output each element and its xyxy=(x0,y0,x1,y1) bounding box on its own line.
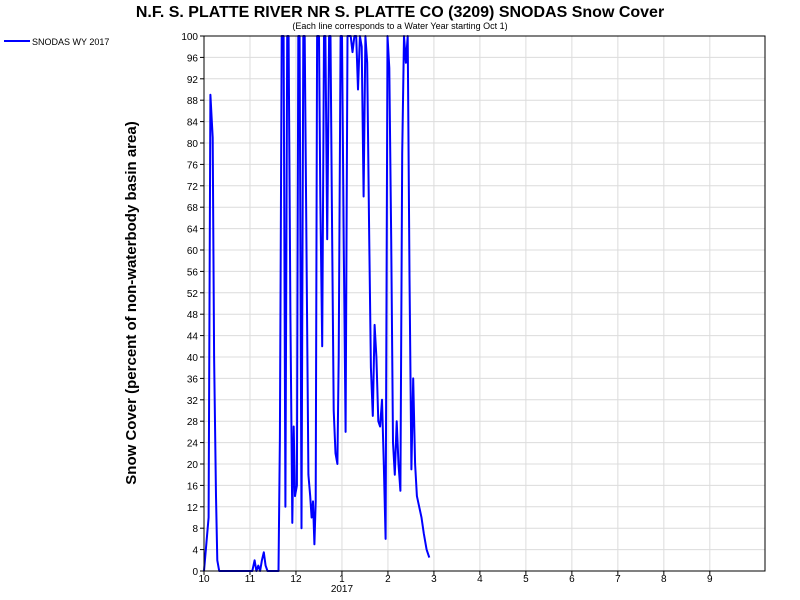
chart-title: N.F. S. PLATTE RIVER NR S. PLATTE CO (32… xyxy=(136,4,664,21)
x-tick-year-label: 2017 xyxy=(331,584,354,595)
x-tick-label: 11 xyxy=(245,574,256,585)
y-tick-label: 92 xyxy=(187,75,199,86)
y-tick-label: 24 xyxy=(187,439,199,450)
y-axis-label: Snow Cover (percent of non-waterbody bas… xyxy=(123,121,140,484)
chart-subtitle: (Each line corresponds to a Water Year s… xyxy=(292,21,507,31)
x-tick-label: 4 xyxy=(477,574,483,585)
y-tick-label: 40 xyxy=(187,353,199,364)
x-tick-label: 1 xyxy=(339,574,345,585)
y-tick-label: 88 xyxy=(187,96,199,107)
x-tick-label: 10 xyxy=(198,574,210,585)
x-tick-label: 2 xyxy=(385,574,391,585)
y-tick-label: 76 xyxy=(187,160,199,171)
y-tick-label: 0 xyxy=(192,567,198,578)
legend-label-snodas-wy-2017: SNODAS WY 2017 xyxy=(32,37,109,47)
y-tick-label: 100 xyxy=(181,32,198,43)
y-tick-label: 96 xyxy=(187,53,199,64)
y-tick-label: 84 xyxy=(187,118,199,129)
y-tick-label: 48 xyxy=(187,310,199,321)
y-tick-label: 12 xyxy=(187,503,199,514)
y-tick-label: 64 xyxy=(187,225,199,236)
y-tick-label: 52 xyxy=(187,289,199,300)
x-tick-label: 3 xyxy=(431,574,437,585)
x-tick-label: 7 xyxy=(615,574,621,585)
y-tick-label: 32 xyxy=(187,396,199,407)
y-axis-ticks: 0481216202428323640444852566064687276808… xyxy=(181,32,204,578)
y-tick-label: 44 xyxy=(187,332,199,343)
x-tick-label: 12 xyxy=(290,574,302,585)
x-tick-label: 9 xyxy=(707,574,713,585)
x-tick-label: 5 xyxy=(523,574,529,585)
y-tick-label: 4 xyxy=(192,546,198,557)
x-tick-label: 6 xyxy=(569,574,575,585)
y-tick-label: 80 xyxy=(187,139,199,150)
y-tick-label: 60 xyxy=(187,246,199,257)
y-tick-label: 20 xyxy=(187,460,199,471)
plot-frame xyxy=(203,35,766,572)
y-tick-label: 16 xyxy=(187,481,199,492)
y-tick-label: 36 xyxy=(187,374,199,385)
y-tick-label: 56 xyxy=(187,267,199,278)
y-tick-label: 28 xyxy=(187,417,199,428)
legend: SNODAS WY 2017 xyxy=(4,37,109,47)
y-tick-label: 68 xyxy=(187,203,199,214)
y-tick-label: 8 xyxy=(192,524,198,535)
y-tick-label: 72 xyxy=(187,182,199,193)
x-tick-label: 8 xyxy=(661,574,667,585)
